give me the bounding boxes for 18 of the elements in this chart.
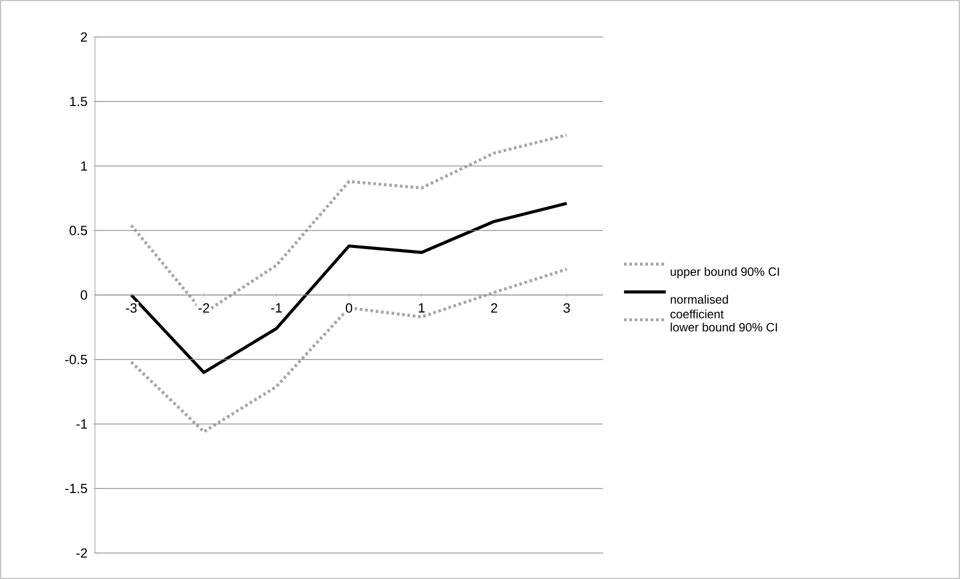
y-tick-label: 0 (80, 290, 88, 300)
y-tick-label: 1.5 (70, 96, 88, 106)
x-tick-label: 3 (564, 303, 570, 313)
y-tick-label: -1.5 (65, 484, 88, 494)
x-tick-label: -1 (271, 303, 282, 312)
x-tick-label: -2 (198, 303, 210, 313)
y-tick-label: -1 (76, 419, 87, 429)
legend-label: lower bound 90% CI (670, 322, 777, 332)
y-tick-label: 1 (81, 161, 87, 171)
x-tick-label: -3 (126, 303, 137, 313)
text: upper bound 90% CI (670, 267, 779, 278)
x-tick-label: 1 (418, 303, 425, 312)
y-tick-label: -2 (76, 548, 87, 558)
y-tick-label: 0.5 (70, 226, 88, 236)
y-tick-label: -0.5 (65, 354, 88, 364)
x-tick-label: 2 (491, 303, 498, 313)
x-tick-label: 0 (346, 303, 352, 313)
y-tick-label: 2 (80, 32, 87, 42)
